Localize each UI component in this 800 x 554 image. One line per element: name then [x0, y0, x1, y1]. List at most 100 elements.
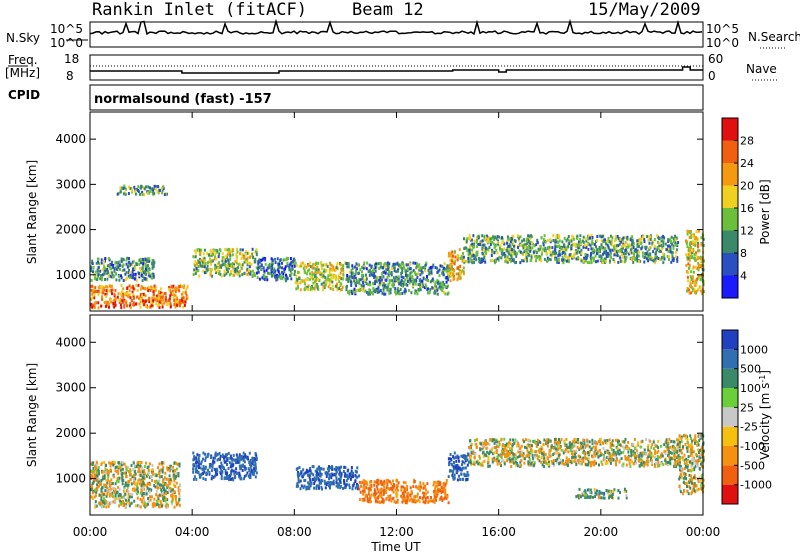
- echo-cell: [119, 297, 122, 301]
- echo-cell: [141, 193, 144, 196]
- echo-cell: [409, 271, 412, 275]
- echo-cell: [367, 487, 370, 491]
- echo-cell: [132, 286, 135, 290]
- echo-cell: [381, 497, 384, 501]
- echo-cell: [133, 480, 136, 484]
- echo-cell: [506, 240, 509, 244]
- echo-cell: [456, 258, 459, 262]
- echo-cell: [610, 243, 613, 247]
- echo-cell: [358, 282, 361, 286]
- echo-cell: [223, 273, 226, 277]
- echo-cell: [563, 250, 566, 254]
- echo-cell: [363, 497, 366, 501]
- echo-cell: [534, 249, 537, 253]
- echo-cell: [320, 261, 323, 265]
- echo-cell: [105, 468, 108, 472]
- echo-cell: [384, 271, 387, 275]
- echo-cell: [575, 251, 578, 255]
- echo-cell: [627, 440, 630, 444]
- echo-cell: [238, 475, 241, 479]
- echo-cell: [686, 275, 689, 279]
- echo-cell: [669, 245, 672, 249]
- echo-cell: [400, 485, 403, 489]
- echo-cell: [172, 284, 175, 288]
- echo-cell: [317, 261, 320, 265]
- echo-cell: [141, 279, 144, 283]
- echo-cell: [312, 281, 315, 285]
- echo-cell: [249, 465, 252, 469]
- echo-cell: [161, 491, 164, 495]
- echo-cell: [587, 237, 590, 241]
- echo-cell: [605, 242, 608, 246]
- echo-cell: [130, 492, 132, 496]
- echo-cell: [153, 187, 156, 191]
- echo-cell: [522, 238, 525, 242]
- echo-cell: [392, 285, 395, 289]
- echo-cell: [195, 468, 198, 472]
- echo-cell: [474, 452, 477, 456]
- echo-cell: [531, 246, 534, 250]
- echo-cell: [100, 274, 103, 277]
- echo-cell: [162, 298, 165, 302]
- echo-cell: [611, 236, 614, 240]
- echo-cell: [409, 498, 412, 502]
- echo-cell: [210, 456, 212, 459]
- echo-cell: [303, 288, 306, 292]
- echo-cell: [629, 236, 632, 240]
- echo-cell: [234, 458, 237, 462]
- echo-cell: [524, 252, 527, 256]
- echo-cell: [467, 260, 470, 264]
- echo-cell: [662, 261, 665, 265]
- echo-cell: [462, 270, 465, 274]
- echo-cell: [117, 480, 120, 483]
- echo-cell: [346, 469, 349, 473]
- echo-cell: [171, 497, 174, 501]
- echo-cell: [165, 302, 168, 306]
- echo-cell: [338, 280, 341, 284]
- echo-cell: [311, 465, 314, 469]
- echo-cell: [332, 276, 335, 280]
- echo-cell: [512, 250, 515, 254]
- echo-cell: [229, 265, 232, 269]
- echo-cell: [547, 246, 550, 250]
- echo-cell: [266, 266, 269, 270]
- echo-cell: [363, 261, 366, 265]
- echo-cell: [455, 465, 457, 469]
- echo-cell: [396, 500, 399, 504]
- echo-cell: [129, 296, 132, 300]
- echo-cell: [365, 273, 367, 277]
- echo-cell: [144, 483, 146, 487]
- echo-cell: [473, 242, 476, 246]
- echo-cell: [647, 443, 650, 447]
- echo-cell: [317, 477, 320, 480]
- echo-cell: [229, 254, 232, 258]
- echo-cell: [584, 259, 587, 263]
- echo-cell: [381, 272, 384, 275]
- echo-cell: [607, 245, 610, 249]
- echo-cell: [152, 286, 155, 290]
- echo-cell: [307, 485, 310, 489]
- echo-cell: [692, 249, 695, 253]
- echo-cell: [113, 486, 116, 490]
- echo-cell: [640, 242, 643, 246]
- echo-cell: [621, 445, 624, 449]
- echo-cell: [658, 249, 661, 253]
- echo-cell: [341, 277, 344, 281]
- echo-cell: [616, 254, 619, 258]
- echo-cell: [144, 504, 147, 508]
- echo-cell: [620, 240, 623, 244]
- echo-cell: [492, 251, 495, 255]
- echo-cell: [304, 271, 307, 275]
- echo-cell: [169, 294, 172, 298]
- echo-cell: [439, 489, 442, 493]
- echo-cell: [436, 481, 439, 485]
- echo-cell: [481, 239, 484, 243]
- echo-cell: [436, 491, 439, 494]
- echo-cell: [555, 236, 558, 240]
- echo-cell: [182, 305, 185, 309]
- echo-cell: [369, 480, 372, 484]
- echo-cell: [210, 454, 213, 458]
- echo-cell: [449, 279, 452, 283]
- echo-cell: [417, 487, 420, 491]
- echo-cell: [170, 285, 173, 289]
